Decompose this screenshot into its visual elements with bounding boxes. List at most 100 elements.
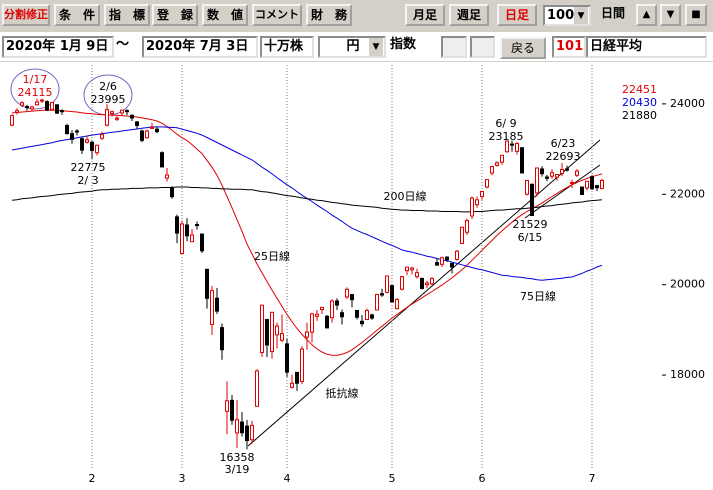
candle-body [95, 144, 99, 154]
candle-body [555, 174, 559, 178]
candle-body [200, 233, 204, 252]
x-tick-label: 4 [284, 472, 291, 485]
button[interactable]: 週足 [449, 4, 489, 26]
candle-body [525, 179, 529, 195]
annotation-value: 22775 [71, 161, 106, 174]
annotation-value: 23995 [91, 93, 126, 106]
candle-body [550, 172, 554, 177]
button[interactable]: 戻る [500, 37, 546, 59]
last-value-label: 22451 [622, 83, 657, 96]
button[interactable]: 分割修正 [2, 4, 50, 26]
candle-body [475, 199, 479, 206]
candle-body [190, 234, 194, 243]
candle-body [440, 257, 444, 265]
x-tick-label: 2 [89, 472, 96, 485]
candle-body [195, 224, 199, 227]
candle-body [590, 176, 594, 190]
mode: 指数 [388, 36, 438, 58]
candle-body [580, 186, 584, 196]
field[interactable] [441, 36, 467, 58]
x-tick-label: 3 [179, 472, 186, 485]
candle-body [565, 168, 569, 171]
annotation-date: 6/ 9 [495, 117, 516, 130]
button[interactable]: コメント [252, 4, 302, 26]
candle-body [530, 183, 534, 217]
candle-body [280, 333, 284, 341]
candle-body [595, 185, 599, 189]
candle-body [25, 105, 29, 109]
button[interactable]: 財 務 [306, 4, 352, 26]
candle-body [210, 290, 214, 325]
series-label: 25日線 [254, 249, 290, 263]
dropdown[interactable]: 100 ▼ [543, 5, 591, 26]
button[interactable]: ▼ [660, 4, 681, 26]
annotation-date: 6/15 [518, 231, 543, 244]
date-to[interactable]: 2020年 7月 3日 [142, 36, 258, 58]
candle-body [90, 141, 94, 151]
candle-body [135, 121, 139, 126]
candle-body [245, 425, 249, 442]
annotation-value: 24115 [18, 86, 53, 99]
candle-body [275, 325, 279, 336]
candle-body [305, 331, 309, 338]
candle-body [470, 197, 474, 217]
candle-body [205, 268, 209, 299]
annotation-date: 2/ 3 [77, 174, 98, 187]
button[interactable]: ■ [685, 4, 707, 26]
annotation-date: 3/19 [225, 463, 250, 476]
trend-label: 抵抗線 [326, 386, 359, 400]
moving-average-line [11, 186, 603, 213]
candle-body [240, 421, 244, 434]
candle-body [340, 312, 344, 318]
candle-body [520, 147, 524, 174]
label: 日間 [593, 4, 633, 26]
candle-body [15, 110, 19, 113]
candle-body [75, 130, 79, 133]
candle-body [385, 275, 389, 293]
button[interactable]: 日足 [497, 4, 537, 26]
button[interactable]: 条 件 [54, 4, 100, 26]
dropdown[interactable]: 円 ▼ [318, 36, 386, 58]
candle-body [575, 170, 579, 176]
candle-body [435, 262, 439, 266]
candle-body [215, 297, 219, 312]
button[interactable]: 月足 [405, 4, 445, 26]
y-tick-label: 20000 [670, 278, 705, 291]
button[interactable]: 数 値 [202, 4, 248, 26]
candle-body [105, 109, 109, 126]
candle-body [170, 187, 174, 198]
candle-body [100, 134, 104, 139]
dropdown-arrow: ▼ [369, 38, 383, 56]
candle-body [60, 110, 64, 113]
candle-body [230, 399, 234, 421]
candle-body [420, 277, 424, 290]
candle-body [110, 111, 114, 114]
candle-body [180, 223, 184, 254]
button[interactable]: ▲ [636, 4, 657, 26]
candle-body [365, 309, 369, 320]
candle-body [300, 348, 304, 382]
series-label: 200日線 [384, 189, 427, 203]
button[interactable]: 指 標 [104, 4, 150, 26]
candle-body [360, 320, 364, 325]
date-from[interactable]: 2020年 1月 9日 [2, 36, 114, 58]
field[interactable] [470, 36, 495, 58]
candle-body [500, 154, 504, 163]
candle-body [585, 180, 589, 189]
candle-body [45, 101, 49, 111]
button[interactable]: 登 録 [152, 4, 198, 26]
candle-body [510, 143, 514, 146]
candle-body [485, 179, 489, 188]
code[interactable]: 101 [552, 36, 586, 58]
moving-average-line [11, 126, 603, 281]
candle-body [320, 306, 324, 311]
candle-body [515, 142, 519, 152]
x-tick-label: 6 [479, 472, 486, 485]
candle-body [175, 216, 179, 234]
annotation-value: 16358 [220, 451, 255, 464]
candle-body [445, 256, 449, 261]
candle-body [310, 313, 314, 333]
candle-body [185, 224, 189, 237]
candle-body [165, 174, 169, 179]
